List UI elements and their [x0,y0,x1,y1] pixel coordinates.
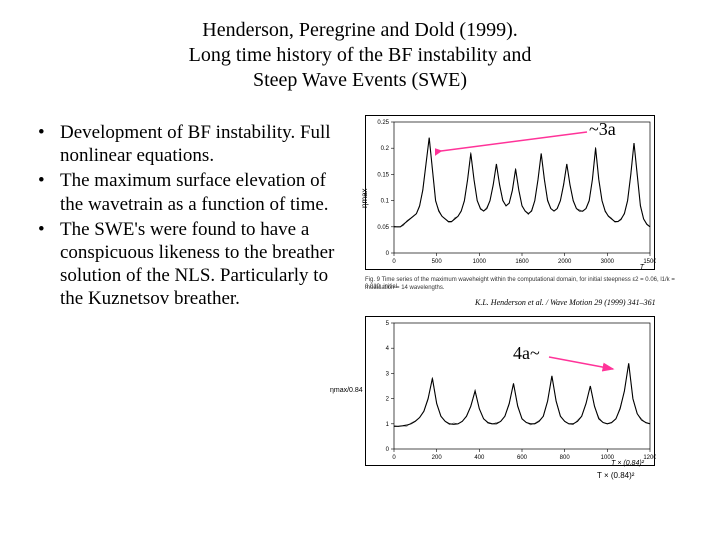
list-item: The SWE's were found to have a conspicuo… [38,218,335,311]
svg-text:2000: 2000 [558,259,572,265]
svg-text:4: 4 [386,346,390,352]
svg-text:800: 800 [560,455,571,461]
svg-text:3000: 3000 [601,259,615,265]
svg-text:0.1: 0.1 [381,199,390,205]
bottom-chart-ylabel: ηmax/0.84 [330,387,363,394]
svg-text:0.15: 0.15 [377,172,389,178]
title-line-1: Henderson, Peregrine and Dold (1999). [0,18,720,43]
svg-text:T: T [640,264,645,271]
svg-text:0: 0 [392,259,396,265]
title-line-3: Steep Wave Events (SWE) [0,68,720,93]
svg-text:400: 400 [474,455,485,461]
bottom-chart-svg: 012345020040060080010001200T × (0.84)² [366,317,656,467]
list-item: The maximum surface elevation of the wav… [38,169,335,215]
bottom-chart: 012345020040060080010001200T × (0.84)² η… [365,316,655,466]
svg-text:1000: 1000 [473,259,487,265]
svg-text:0: 0 [392,455,396,461]
svg-text:2: 2 [386,397,390,403]
bottom-chart-arrow-icon [545,351,625,375]
content-row: Development of BF instability. Full nonl… [0,121,720,466]
title-line-2: Long time history of the BF instability … [0,43,720,68]
svg-text:1: 1 [386,422,390,428]
bottom-chart-annotation: 4a~ [513,343,540,364]
list-item: Development of BF instability. Full nonl… [38,121,335,167]
svg-text:200: 200 [432,455,443,461]
slide-title: Henderson, Peregrine and Dold (1999). Lo… [0,0,720,93]
svg-text:500: 500 [432,259,443,265]
svg-text:3: 3 [386,371,390,377]
top-chart-arrow-icon [435,129,595,159]
svg-text:5: 5 [386,321,390,327]
svg-text:0.2: 0.2 [381,146,390,152]
bullet-column: Development of BF instability. Full nonl… [0,121,345,466]
top-chart-ylabel: ηmax [360,188,369,208]
figure-column: 00.050.10.150.20.25050010001600200030001… [345,121,685,466]
bottom-chart-xlabel: T × (0.84)² [597,471,634,480]
journal-citation: K.L. Henderson et al. / Wave Motion 29 (… [475,298,656,307]
svg-text:0: 0 [386,447,390,453]
svg-text:1500: 1500 [643,259,656,265]
svg-text:0: 0 [386,251,390,257]
svg-text:0.05: 0.05 [377,225,389,231]
bullet-list: Development of BF instability. Full nonl… [38,121,335,310]
svg-text:0.25: 0.25 [377,120,389,126]
top-chart-caption-2: modulation = 14 wavelengths. [365,285,445,292]
svg-text:1600: 1600 [515,259,529,265]
svg-text:1200: 1200 [643,455,656,461]
svg-text:T × (0.84)²: T × (0.84)² [611,460,645,467]
svg-text:600: 600 [517,455,528,461]
